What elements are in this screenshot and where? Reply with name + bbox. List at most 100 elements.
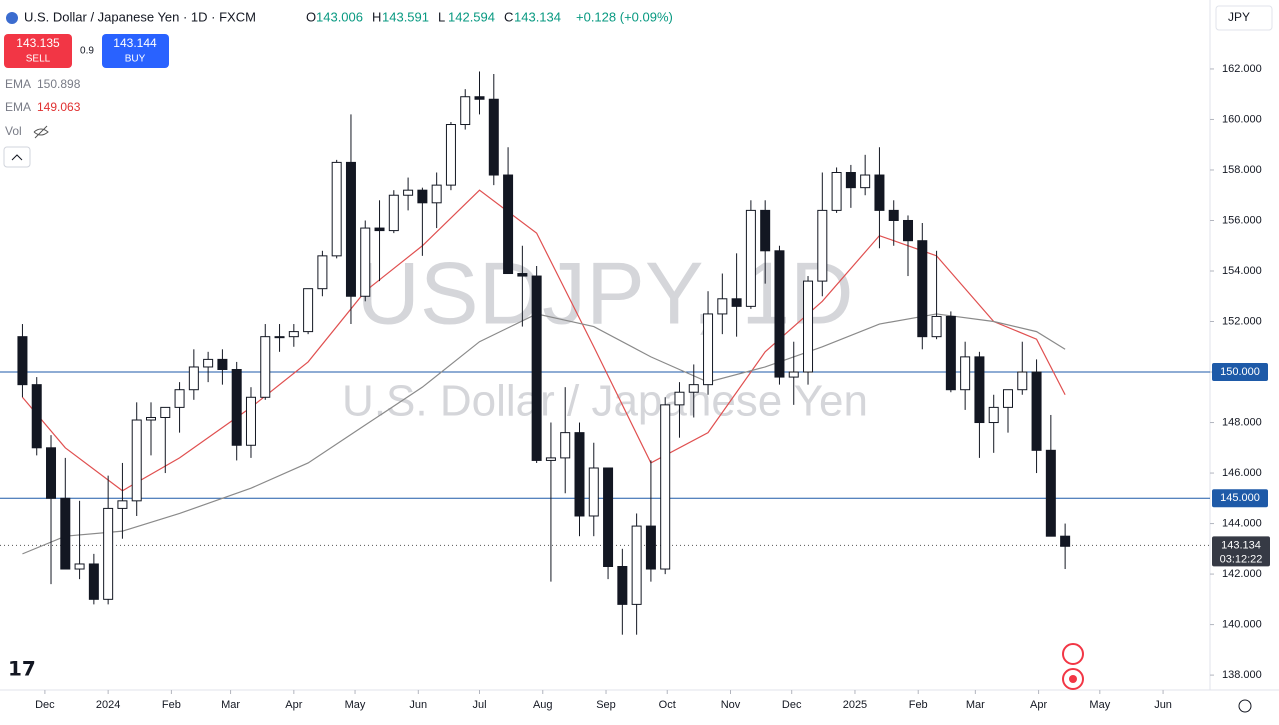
y-tick-label: 142.000 <box>1222 568 1262 580</box>
y-tick-label: 138.000 <box>1222 669 1262 681</box>
indicator-name[interactable]: EMA <box>5 100 31 114</box>
candle-body <box>717 298 728 315</box>
candle-body <box>403 189 414 196</box>
y-tick-label: 158.000 <box>1222 164 1262 176</box>
spread: 0.9 <box>80 46 94 57</box>
indicator-name[interactable]: Vol <box>5 124 22 138</box>
hidden-icon[interactable] <box>33 125 49 139</box>
candle-body <box>703 313 714 386</box>
event-icon[interactable] <box>1062 643 1084 665</box>
candle-body <box>288 331 299 338</box>
candle-body <box>303 288 314 333</box>
candle-body <box>903 219 914 242</box>
x-tick-label: Aug <box>533 699 553 711</box>
change: +0.128 (+0.09%) <box>576 9 673 24</box>
candle-body <box>1017 371 1028 391</box>
candle-body <box>731 298 742 307</box>
candle-body <box>131 419 142 502</box>
ohlc-value: 143.006 <box>316 9 363 24</box>
candle-body <box>588 467 599 517</box>
level-tag <box>1212 489 1268 508</box>
flag-icon <box>6 12 18 24</box>
y-tick-label: 160.000 <box>1222 113 1262 125</box>
y-tick-label: 152.000 <box>1222 315 1262 327</box>
x-tick-label: Mar <box>221 699 240 711</box>
candle-body <box>46 447 57 499</box>
candle-body <box>745 209 756 307</box>
sell-label: SELL <box>26 54 51 65</box>
x-tick-label: Mar <box>966 699 985 711</box>
buy-button[interactable] <box>102 34 169 68</box>
y-tick-label: 156.000 <box>1222 214 1262 226</box>
sell-button[interactable] <box>4 34 72 68</box>
level-label: 150.000 <box>1220 366 1260 378</box>
indicator-value: 149.063 <box>37 100 81 114</box>
x-tick-label: Nov <box>721 699 741 711</box>
watermark-sub: U.S. Dollar / Japanese Yen <box>342 377 868 426</box>
x-tick-label: Jun <box>1154 699 1172 711</box>
candle-body <box>388 194 399 232</box>
currency: JPY <box>1228 10 1250 24</box>
ohlc-value: 143.591 <box>382 9 429 24</box>
plot <box>0 68 1214 694</box>
candle-body <box>1045 449 1056 537</box>
ohlc-key: H <box>372 9 381 24</box>
y-tick-label: 162.000 <box>1222 63 1262 75</box>
candle-body <box>760 209 771 252</box>
candle-body <box>188 366 199 391</box>
candle-body <box>645 525 656 570</box>
collapse-button[interactable] <box>3 146 31 168</box>
indicator-name[interactable]: EMA <box>5 77 31 91</box>
y-tick-label: 144.000 <box>1222 517 1262 529</box>
candle-body <box>1031 371 1042 451</box>
settings-icon[interactable] <box>1238 699 1252 713</box>
x-tick-label: Feb <box>162 699 181 711</box>
x-tick-label: Jun <box>409 699 427 711</box>
candle-body <box>531 275 542 461</box>
x-tick-label: May <box>345 699 366 711</box>
y-tick-label: 148.000 <box>1222 416 1262 428</box>
x-tick-label: May <box>1089 699 1110 711</box>
candle-body <box>88 563 99 600</box>
candle-body <box>317 255 328 290</box>
watermark: USDJPY, 1D <box>356 243 853 342</box>
candle-body <box>774 250 785 378</box>
x-tick-label: 2024 <box>96 699 120 711</box>
collapse-icon <box>11 154 23 161</box>
x-tick-label: Apr <box>1030 699 1047 711</box>
candle-body <box>17 336 28 386</box>
currency-button[interactable] <box>1215 5 1273 31</box>
symbol[interactable]: U.S. Dollar / Japanese Yen · 1D · FXCM <box>24 9 256 24</box>
y-tick-label: 146.000 <box>1222 467 1262 479</box>
buy-price: 143.144 <box>113 36 157 50</box>
ohlc-key: L <box>438 9 445 24</box>
candle-body <box>103 507 114 600</box>
candle-body <box>260 336 271 398</box>
candle-body <box>560 432 571 459</box>
last-price-tag <box>1212 536 1270 567</box>
candle-body <box>331 161 342 257</box>
x-tick-label: Feb <box>909 699 928 711</box>
tv-logo: 𝟭𝟳 <box>8 658 36 680</box>
ohlc-value: 142.594 <box>448 9 495 24</box>
candle-body <box>874 174 885 211</box>
x-tick-label: Sep <box>596 699 616 711</box>
indicator-value: 150.898 <box>37 77 81 91</box>
ohlc-key: C <box>504 9 513 24</box>
x-tick-label: Apr <box>285 699 302 711</box>
candle-body <box>74 563 85 570</box>
candle-body <box>803 280 814 373</box>
candle-body <box>603 467 614 567</box>
candle-body <box>674 391 685 406</box>
last-price-label: 143.134 <box>1221 539 1261 551</box>
candle-body <box>1002 389 1013 408</box>
candle-body <box>845 172 856 189</box>
candle-body <box>617 565 628 605</box>
candle-body <box>517 273 528 277</box>
candle-body <box>860 174 871 189</box>
candle-body <box>160 406 171 418</box>
event-dot <box>1069 675 1077 683</box>
x-tick-label: Oct <box>659 699 676 711</box>
